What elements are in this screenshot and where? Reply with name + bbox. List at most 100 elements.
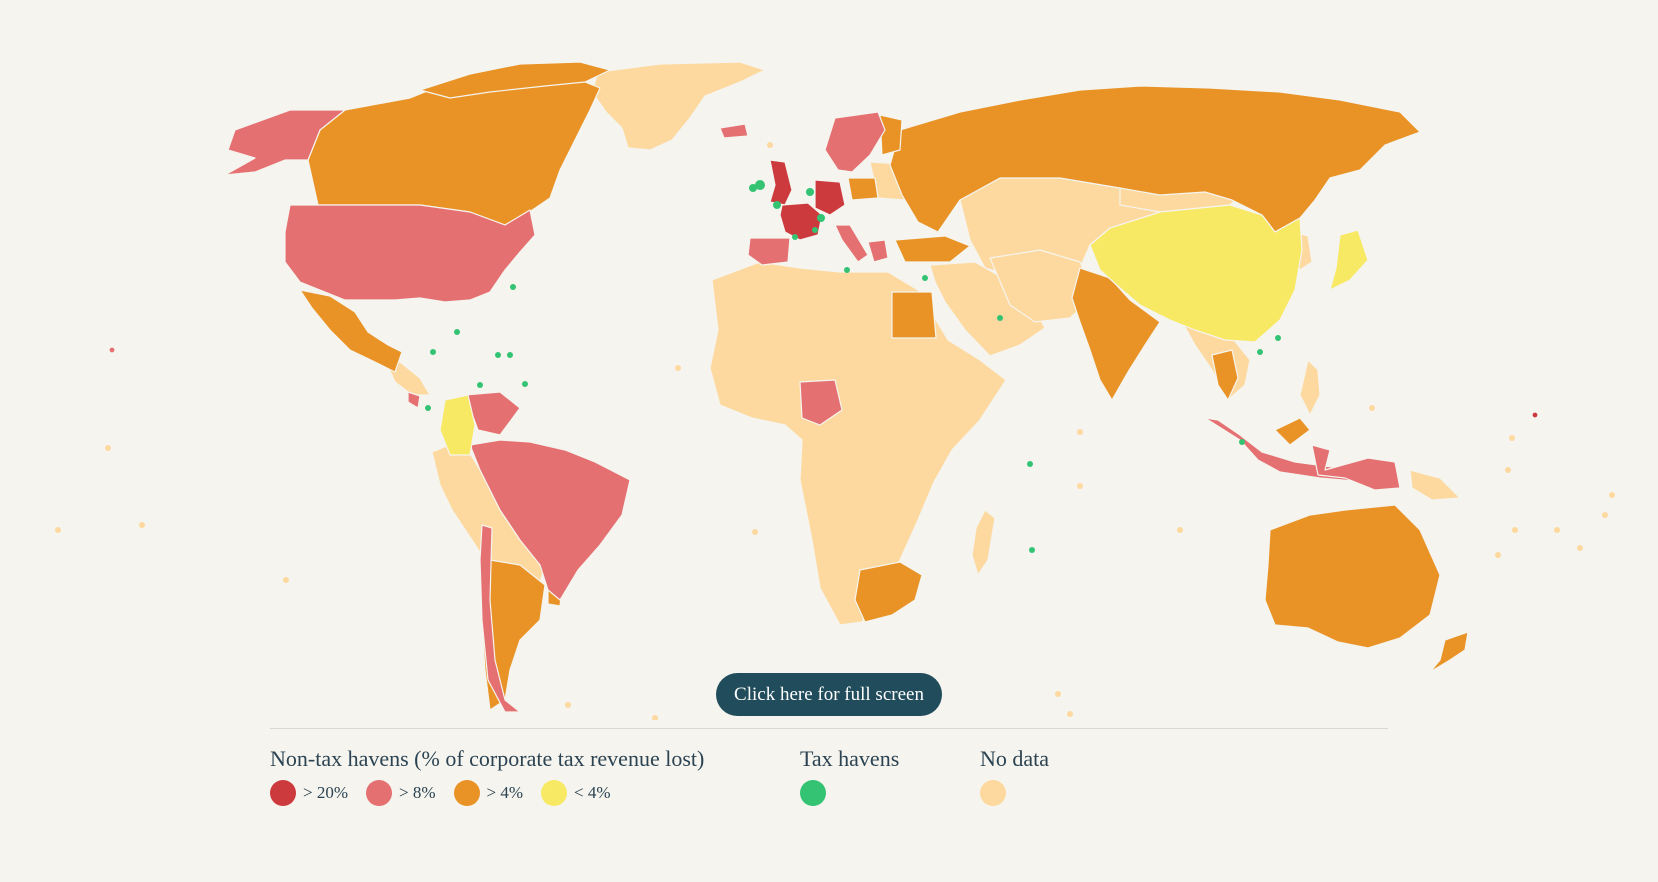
island-dot (1177, 527, 1183, 533)
egypt[interactable] (891, 291, 937, 339)
island-dot (1609, 492, 1615, 498)
tax-haven-marker[interactable] (1239, 439, 1245, 445)
island-dot (1067, 711, 1073, 717)
india[interactable] (1071, 267, 1161, 401)
legend-item-lt4: < 4% (541, 780, 611, 806)
italy[interactable] (834, 224, 869, 263)
island-dot (1495, 552, 1501, 558)
legend-no-data: No data (980, 746, 1049, 806)
tax-haven-marker[interactable] (749, 184, 757, 192)
tax-haven-marker[interactable] (812, 227, 818, 233)
greece[interactable] (867, 239, 889, 263)
thailand[interactable] (1211, 349, 1239, 401)
tax-haven-marker[interactable] (430, 349, 436, 355)
legend-items: > 20% > 8% > 4% < 4% (270, 780, 704, 806)
legend-label: > 8% (399, 783, 436, 802)
new-zealand[interactable] (1429, 631, 1469, 673)
legend-item-gt4: > 4% (453, 780, 523, 806)
canada-arctic-islands[interactable] (419, 61, 611, 99)
japan[interactable] (1329, 229, 1369, 291)
legend-title-non-tax-havens: Non-tax havens (% of corporate tax reven… (270, 746, 705, 771)
swatch-tax-havens (800, 780, 826, 806)
colombia[interactable] (439, 394, 476, 456)
category-lt4 (439, 204, 1369, 456)
tax-haven-marker[interactable] (792, 234, 798, 240)
tax-haven-marker[interactable] (997, 315, 1003, 321)
madagascar[interactable] (971, 509, 996, 576)
turkey[interactable] (894, 235, 971, 263)
legend-title-no-data: No data (980, 746, 1050, 771)
tax-haven-marker[interactable] (495, 352, 501, 358)
island-dot (565, 702, 571, 708)
island-dot (752, 529, 758, 535)
tax-haven-marker[interactable] (425, 405, 431, 411)
category-gt20 (769, 159, 846, 241)
tax-haven-marker[interactable] (806, 188, 814, 196)
china[interactable] (1089, 204, 1303, 343)
island-dot (1602, 512, 1608, 518)
poland[interactable] (847, 177, 879, 201)
fullscreen-button[interactable]: Click here for full screen (716, 673, 942, 716)
legend-title-tax-havens: Tax havens (800, 746, 900, 771)
island-dot (675, 365, 681, 371)
legend-item-gt8: > 8% (366, 780, 436, 806)
united-kingdom[interactable] (769, 159, 793, 206)
africa-no-data[interactable] (709, 261, 1007, 626)
legend-non-tax-havens: Non-tax havens (% of corporate tax reven… (270, 746, 704, 806)
nigeria[interactable] (799, 379, 843, 426)
united-states[interactable] (284, 204, 536, 303)
tax-haven-marker[interactable] (922, 275, 928, 281)
legend-tax-havens: Tax havens (800, 746, 899, 806)
swatch-lt4 (541, 780, 567, 806)
tax-haven-marker[interactable] (510, 284, 516, 290)
legend-items (980, 780, 1049, 806)
venezuela[interactable] (464, 391, 521, 436)
australia[interactable] (1264, 504, 1441, 649)
swatch-gt4 (453, 780, 480, 806)
france[interactable] (779, 202, 823, 241)
mexico[interactable] (299, 289, 403, 373)
tax-haven-marker[interactable] (1027, 461, 1033, 467)
tax-haven-marker[interactable] (522, 381, 528, 387)
tax-haven-markers (425, 180, 1281, 553)
iceland[interactable] (719, 123, 749, 139)
png-east[interactable] (1409, 469, 1461, 501)
island-dot (1077, 429, 1083, 435)
island-dot (1369, 405, 1375, 411)
tax-haven-marker[interactable] (477, 382, 483, 388)
malaysia-borneo[interactable] (1274, 417, 1311, 446)
category-gt4 (299, 61, 1469, 711)
sulawesi-papua[interactable] (1311, 444, 1401, 491)
tax-haven-marker[interactable] (454, 329, 460, 335)
island-dot-red (1531, 411, 1539, 419)
costa-rica[interactable] (407, 391, 421, 409)
island-dot (105, 445, 111, 451)
world-map[interactable] (0, 0, 1658, 720)
finland[interactable] (879, 114, 903, 156)
island-dot (1554, 527, 1560, 533)
tax-haven-marker[interactable] (1257, 349, 1263, 355)
island-dot (139, 522, 145, 528)
tax-haven-marker[interactable] (507, 352, 513, 358)
spain[interactable] (747, 237, 791, 266)
tax-haven-marker[interactable] (844, 267, 850, 273)
island-dot (1055, 691, 1061, 697)
germany[interactable] (814, 179, 846, 216)
tax-haven-marker[interactable] (1029, 547, 1035, 553)
island-dot (1577, 545, 1583, 551)
swatch-no-data (980, 780, 1006, 806)
scandinavia[interactable] (824, 111, 886, 173)
tax-haven-marker[interactable] (773, 201, 781, 209)
philippines[interactable] (1299, 359, 1321, 416)
tax-haven-marker[interactable] (755, 180, 765, 190)
tax-haven-marker[interactable] (817, 214, 825, 222)
chile[interactable] (479, 524, 521, 713)
tax-haven-marker[interactable] (1275, 335, 1281, 341)
island-dot (283, 577, 289, 583)
alaska[interactable] (224, 109, 346, 176)
south-africa[interactable] (854, 561, 923, 623)
swatch-gt20 (270, 780, 296, 806)
no-data-islands (55, 142, 1615, 720)
brazil[interactable] (469, 439, 631, 601)
greenland[interactable] (591, 61, 766, 151)
